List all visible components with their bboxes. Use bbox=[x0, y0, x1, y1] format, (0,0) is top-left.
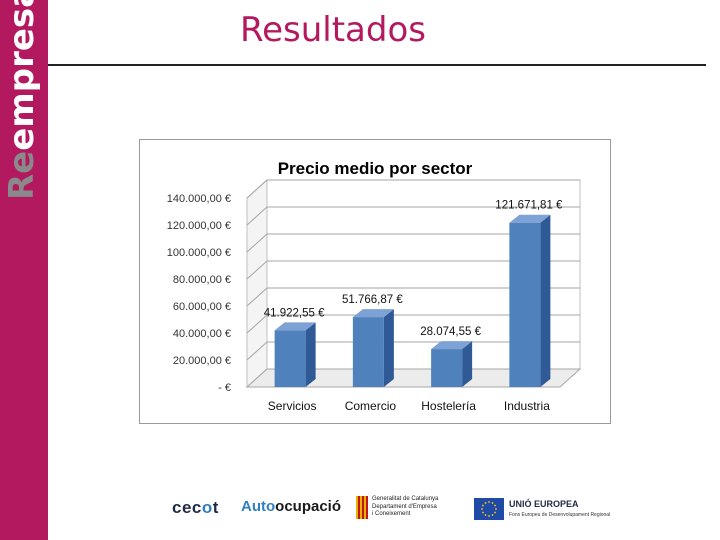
title-divider bbox=[48, 64, 706, 66]
data-label: 121.671,81 € bbox=[495, 200, 563, 212]
generalitat-logo: Generalitat de Catalunya Departament d'E… bbox=[356, 496, 438, 519]
brand-sidebar: Reempresa bbox=[0, 0, 48, 540]
cecot-logo: cecot bbox=[172, 498, 219, 517]
generalitat-line2: Departament d'Empresa bbox=[372, 503, 437, 510]
page-title: Resultados bbox=[240, 10, 426, 50]
catalan-flag-icon bbox=[356, 496, 368, 519]
y-tick-label: 100.000,00 € bbox=[167, 247, 231, 259]
brand-logo: Reempresa bbox=[2, 0, 42, 200]
data-label: 41.922,55 € bbox=[264, 307, 325, 319]
bar bbox=[274, 330, 306, 387]
gridline bbox=[246, 260, 580, 280]
bar-side bbox=[540, 214, 551, 387]
bar-side bbox=[383, 309, 394, 387]
bar bbox=[509, 222, 541, 387]
bar-top bbox=[274, 322, 316, 331]
y-tick-label: 40.000,00 € bbox=[173, 328, 231, 340]
bar bbox=[352, 317, 384, 387]
data-label: 51.766,87 € bbox=[342, 294, 403, 306]
generalitat-line3: i Coneixement bbox=[372, 511, 411, 517]
y-tick-label: 140.000,00 € bbox=[167, 193, 231, 205]
autoocupacio-logo: Autoocupació bbox=[241, 498, 342, 515]
gridline bbox=[246, 314, 580, 334]
gridline bbox=[246, 341, 580, 361]
bar-top bbox=[352, 309, 394, 318]
y-tick-label: 120.000,00 € bbox=[167, 220, 231, 232]
gridline bbox=[246, 233, 580, 253]
gridline bbox=[246, 206, 580, 226]
y-tick-label: 20.000,00 € bbox=[173, 355, 231, 367]
footer-logos: cecot Autoocupació Generalitat de Catalu… bbox=[0, 490, 720, 530]
brand-prefix: Re bbox=[2, 150, 42, 200]
eu-flag-icon bbox=[474, 498, 504, 520]
bar-top bbox=[509, 214, 551, 223]
bar-top bbox=[431, 341, 473, 350]
brand-suffix: empresa bbox=[2, 0, 42, 151]
chart-title: Precio medio por sector bbox=[278, 159, 473, 178]
gridline bbox=[246, 179, 580, 199]
chart-side-wall bbox=[246, 178, 268, 389]
data-label: 28.074,55 € bbox=[420, 326, 481, 338]
bar-side bbox=[305, 322, 316, 387]
x-tick-label: Industria bbox=[504, 399, 550, 413]
x-tick-label: Comercio bbox=[345, 399, 397, 413]
x-tick-label: Hostelería bbox=[421, 399, 476, 413]
gridline bbox=[246, 287, 580, 307]
eu-subtitle: Fons Europeu de Desenvolupament Regional bbox=[509, 512, 611, 518]
chart-container: Precio medio por sector - € 20.000,00 € 40.… bbox=[139, 139, 611, 424]
x-tick-label: Servicios bbox=[268, 399, 317, 413]
y-tick-label: 60.000,00 € bbox=[173, 301, 231, 313]
bar-side bbox=[462, 341, 473, 387]
eu-title: UNIÓ EUROPEA bbox=[509, 499, 579, 509]
bar bbox=[431, 349, 463, 387]
y-tick-label: 80.000,00 € bbox=[173, 274, 231, 286]
y-tick-label: - € bbox=[218, 382, 231, 394]
generalitat-line1: Generalitat de Catalunya bbox=[372, 496, 439, 502]
bar-chart: Precio medio por sector - € 20.000,00 € 40.… bbox=[167, 159, 582, 413]
